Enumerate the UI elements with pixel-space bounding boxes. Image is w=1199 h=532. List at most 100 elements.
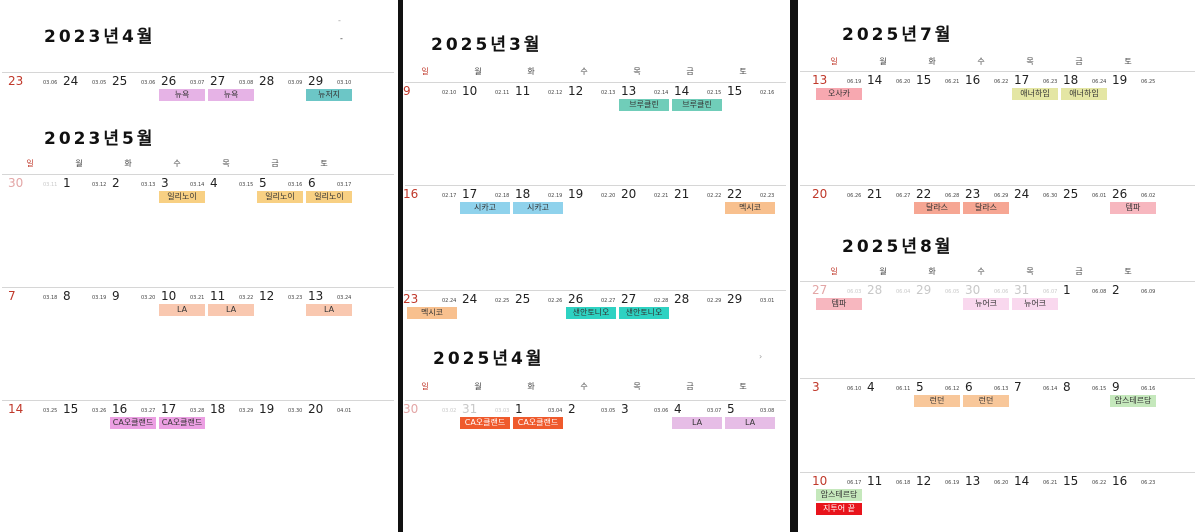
lunar-date: 03.01 [760,298,775,304]
event-bar[interactable]: 시카고 [460,202,510,214]
day-number: 16 [403,187,419,201]
lunar-date: 06.01 [1092,193,1107,199]
event-bar[interactable]: 템파 [816,298,862,310]
event-bar[interactable]: 애너하임 [1061,88,1107,100]
event-bar[interactable]: 뉴욕 [208,89,254,101]
event-bar[interactable]: 런던 [963,395,1009,407]
weekday-label: 금 [1075,57,1083,66]
day-number: 20 [621,187,637,201]
day-number: 12 [259,289,275,303]
weekday-label: 토 [739,382,747,391]
lunar-date: 03.10 [337,80,352,86]
event-bar[interactable]: LA [672,417,722,429]
week-divider [800,71,1195,72]
event-bar[interactable]: 멕시코 [407,307,457,319]
day-number: 22 [916,187,932,201]
day-number: 14 [867,73,883,87]
lunar-date: 06.16 [1141,386,1156,392]
page-left: - - 2023년4월 23 03.06 24 03.05 25 03.06 26 03.07 2… [0,0,398,532]
weekday-label: 일 [26,159,34,168]
lunar-date: 03.24 [337,295,352,301]
event-bar[interactable]: 샌안토니오 [619,307,669,319]
event-bar[interactable]: 런던 [914,395,960,407]
event-bar[interactable]: CA오클랜드 [159,417,205,429]
week-divider [405,400,786,401]
day-number: 14 [674,84,690,98]
event-bar[interactable]: LA [208,304,254,316]
lunar-date: 06.23 [1043,79,1058,85]
event-bar[interactable]: CA오클랜드 [513,417,563,429]
weekday-label: 화 [928,57,936,66]
event-bar[interactable]: 일리노이 [159,191,205,203]
weekday-label: 금 [1075,267,1083,276]
event-bar[interactable]: 암스테르담 [816,489,862,501]
day-number: 7 [1014,380,1022,394]
day-number: 23 [8,74,24,88]
lunar-date: 03.21 [190,295,205,301]
day-number: 7 [8,289,16,303]
event-bar[interactable]: 암스테르담 [1110,395,1156,407]
weekday-label: 일 [421,67,429,76]
day-number: 6 [965,380,973,394]
lunar-date: 02.19 [548,193,563,199]
day-number: 12 [916,474,932,488]
lunar-date: 02.10 [442,90,457,96]
event-bar[interactable]: 일리노이 [257,191,303,203]
weekday-label: 월 [474,382,482,391]
event-bar[interactable]: 일리노이 [306,191,352,203]
event-bar[interactable]: 시카고 [513,202,563,214]
event-bar[interactable]: 달라스 [914,202,960,214]
event-bar[interactable]: 샌안토니오 [566,307,616,319]
day-number: 26 [568,292,584,306]
day-number: 18 [1063,73,1079,87]
event-bar[interactable]: 템파 [1110,202,1156,214]
weekday-label: 화 [124,159,132,168]
lunar-date: 03.30 [288,408,303,414]
event-bar[interactable]: CA오클랜드 [110,417,156,429]
lunar-date: 03.08 [239,80,254,86]
event-bar[interactable]: 달라스 [963,202,1009,214]
lunar-date: 06.07 [1043,289,1058,295]
day-number: 13 [621,84,637,98]
lunar-date: 06.20 [896,79,911,85]
lunar-date: 03.28 [190,408,205,414]
day-number: 24 [1014,187,1030,201]
day-number: 10 [812,474,828,488]
weekday-label: 토 [739,67,747,76]
lunar-date: 03.09 [288,80,303,86]
weekday-label: 일 [421,382,429,391]
day-number: 18 [210,402,226,416]
event-bar[interactable]: 브루클린 [619,99,669,111]
day-number: 12 [568,84,584,98]
day-number: 19 [259,402,275,416]
day-number: 22 [727,187,743,201]
event-bar[interactable]: 오사카 [816,88,862,100]
event-bar[interactable]: LA [725,417,775,429]
event-bar[interactable]: LA [159,304,205,316]
lunar-date: 03.19 [92,295,107,301]
event-bar[interactable]: 뉴욕 [159,89,205,101]
day-number: 2 [1112,283,1120,297]
weekday-label: 금 [271,159,279,168]
event-bar[interactable]: 브루클린 [672,99,722,111]
event-bar[interactable]: 뉴저지 [306,89,352,101]
lunar-date: 06.15 [1092,386,1107,392]
event-bar[interactable]: LA [306,304,352,316]
weekday-label: 토 [1124,57,1132,66]
lunar-date: 02.14 [654,90,669,96]
event-bar[interactable]: 뉴어크 [1012,298,1058,310]
event-bar[interactable]: 지투어 끝 [816,503,862,515]
day-number: 9 [112,289,120,303]
event-bar[interactable]: 멕시코 [725,202,775,214]
day-number: 15 [916,73,932,87]
event-bar[interactable]: CA오클랜드 [460,417,510,429]
day-number: 28 [259,74,275,88]
day-number: 29 [308,74,324,88]
page-middle: › 2025년3월 일 월 화 수 목 금 토 9 02.10 10 02.11 11 02.12 12 02… [403,0,790,532]
lunar-date: 02.23 [760,193,775,199]
day-number: 15 [727,84,743,98]
day-number: 24 [462,292,478,306]
day-number: 16 [1112,474,1128,488]
event-bar[interactable]: 뉴어크 [963,298,1009,310]
event-bar[interactable]: 애너하임 [1012,88,1058,100]
